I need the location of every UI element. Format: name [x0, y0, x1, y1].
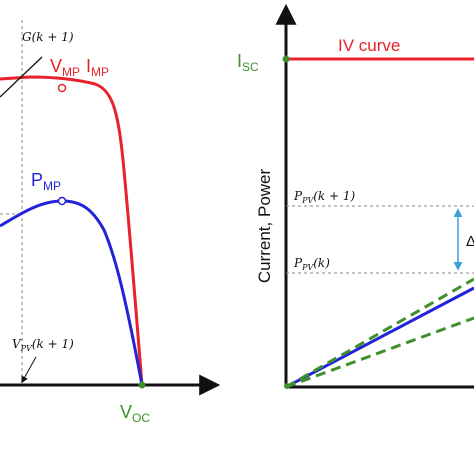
isc-label: ISC: [237, 51, 259, 74]
g-k1-label: G(k + 1): [22, 30, 74, 44]
iv-curve-label: IV curve: [338, 36, 400, 55]
g-k1-line: [0, 56, 43, 98]
vmp-imp-label: VMP IMP: [50, 56, 109, 79]
voc-label: VOC: [120, 402, 150, 425]
isc-marker: [282, 55, 290, 63]
right-panel: Current, Power ISC IV curve PPV(k + 1) P…: [237, 3, 474, 389]
left-iv-curve: [0, 75, 144, 386]
right-y-axis-label: Current, Power: [255, 169, 274, 284]
left-mpp-power-marker: [57, 196, 67, 206]
pmp-label: PMP: [31, 170, 61, 193]
left-power-curve: [0, 199, 144, 386]
green-dashed-line-upper: [285, 277, 474, 389]
ppv-k-label: PPV(k): [293, 256, 330, 272]
origin-marker: [284, 383, 290, 389]
green-dashed-line-lower: [285, 316, 474, 389]
left-mpp-iv-marker: [57, 83, 67, 93]
vpv-k1-label: VPV(k + 1): [12, 337, 74, 353]
voc-marker: [138, 381, 146, 389]
delta-label: Δ: [466, 233, 474, 250]
ppv-k1-label: PPV(k + 1): [293, 189, 356, 205]
right-power-line: [285, 286, 474, 389]
left-panel: G(k + 1) VMP IMP PMP VPV(k + 1) VOC: [0, 20, 221, 425]
vpv-k1-arrow: [21, 356, 37, 384]
